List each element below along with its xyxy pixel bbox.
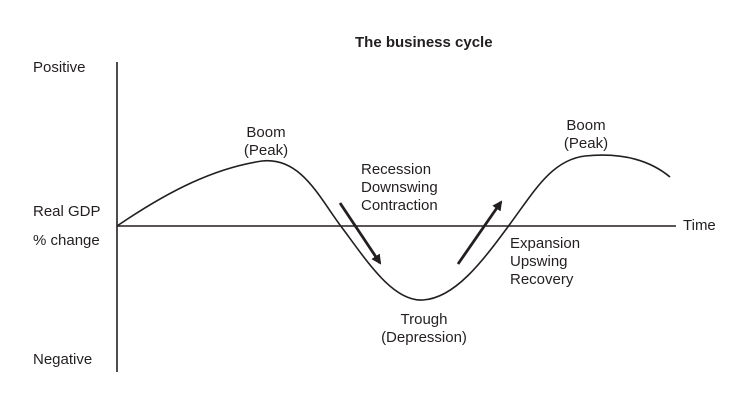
boom-right-line1: Boom (566, 117, 606, 134)
boom-right-line2: (Peak) (563, 135, 609, 152)
boom-left-line1: Boom (246, 124, 286, 141)
recession-arrow (338, 202, 382, 265)
x-axis-time-label: Time (683, 217, 716, 234)
y-axis-real-gdp-label: Real GDP (33, 203, 101, 220)
recession-label: Recession Downswing Contraction (361, 161, 438, 215)
recession-line3: Contraction (361, 197, 438, 214)
boom-right-label: Boom (Peak) (558, 117, 614, 153)
boom-left-line2: (Peak) (243, 142, 289, 159)
expansion-arrow (456, 200, 503, 265)
trough-line2: (Depression) (381, 329, 467, 346)
boom-left-label: Boom (Peak) (238, 124, 294, 160)
y-axis-positive-label: Positive (33, 59, 86, 76)
expansion-line3: Recovery (510, 271, 574, 288)
cycle-curve (116, 154, 671, 301)
expansion-line1: Expansion (510, 235, 581, 252)
y-axis-negative-label: Negative (33, 351, 93, 368)
recession-line2: Downswing (361, 179, 438, 196)
y-axis-percent-change-label: % change (33, 232, 100, 249)
expansion-label: Expansion Upswing Recovery (510, 235, 580, 289)
expansion-line2: Upswing (510, 253, 568, 270)
recession-line1: Recession (361, 161, 432, 178)
diagram-title: The business cycle (355, 34, 493, 51)
trough-line1: Trough (400, 311, 448, 328)
trough-label: Trough (Depression) (372, 311, 476, 347)
